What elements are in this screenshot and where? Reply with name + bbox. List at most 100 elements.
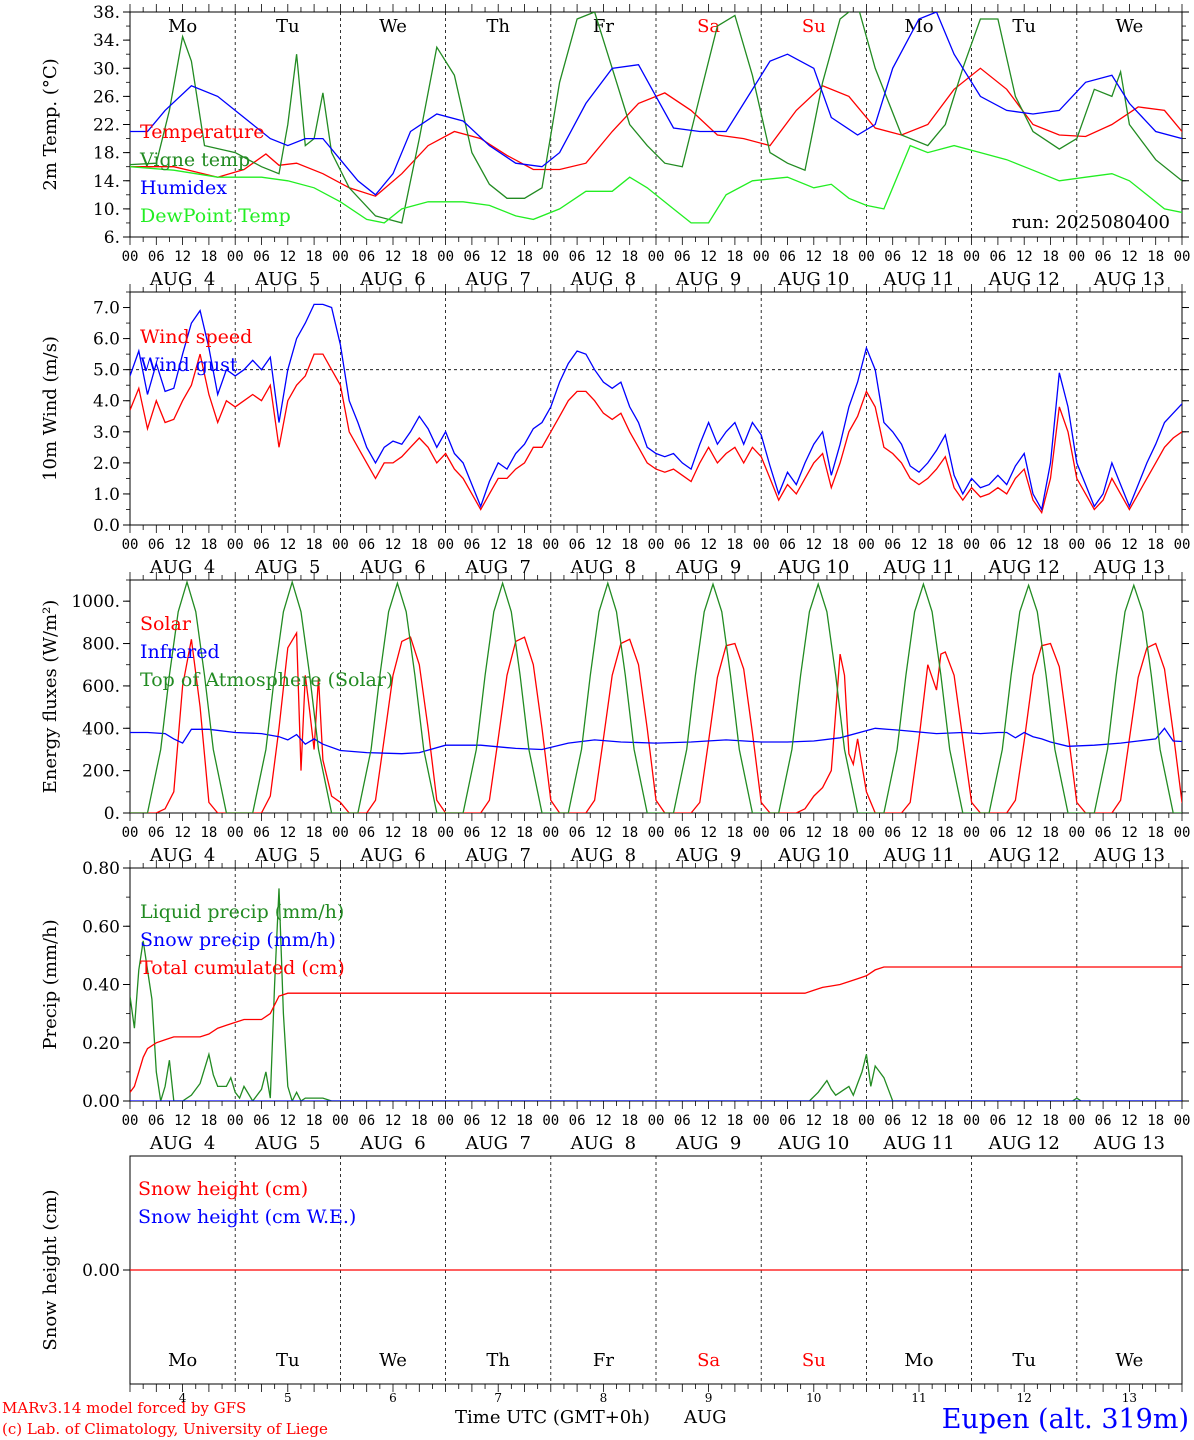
hour-label: 06 — [148, 1113, 165, 1129]
hour-label: 18 — [1042, 825, 1059, 841]
hour-label: 06 — [569, 1113, 586, 1129]
hour-label: 18 — [937, 537, 954, 553]
hour-label: 06 — [253, 537, 270, 553]
hour-label: 12 — [700, 249, 717, 265]
hour-label: 00 — [122, 537, 139, 553]
day-number: 8 — [600, 1391, 608, 1405]
hour-label: 06 — [779, 249, 796, 265]
date-label: AUG 4 — [149, 557, 215, 578]
hour-label: 12 — [700, 537, 717, 553]
date-label: AUG 7 — [464, 845, 530, 866]
time-axis-label: Time UTC (GMT+0h) — [455, 1407, 650, 1428]
hour-label: 06 — [674, 1113, 691, 1129]
hour-label: 06 — [358, 537, 375, 553]
day-number: 9 — [705, 1391, 713, 1405]
hour-label: 12 — [279, 825, 296, 841]
hour-label: 00 — [858, 537, 875, 553]
hour-label: 06 — [569, 537, 586, 553]
hour-label: 18 — [411, 537, 428, 553]
hour-label: 00 — [963, 537, 980, 553]
date-label: AUG 9 — [675, 269, 741, 290]
series-line — [130, 67, 1182, 197]
y-tick-label: 6. — [104, 228, 120, 248]
y-axis-title: Precip (mm/h) — [40, 919, 61, 1049]
y-tick-label: 14. — [93, 172, 120, 192]
date-label: AUG 5 — [254, 557, 320, 578]
date-label: AUG 13 — [1093, 557, 1165, 578]
hour-label: 12 — [1016, 249, 1033, 265]
day-name: Sa — [697, 1350, 720, 1371]
day-name: Mo — [168, 16, 197, 37]
legend-entry: Snow height (cm) — [138, 1178, 308, 1200]
hour-label: 06 — [463, 1113, 480, 1129]
hour-label: 06 — [1095, 1113, 1112, 1129]
hour-label: 18 — [411, 825, 428, 841]
hour-label: 12 — [279, 537, 296, 553]
hour-label: 12 — [595, 537, 612, 553]
date-label: AUG 12 — [988, 1133, 1060, 1154]
hour-label: 12 — [911, 537, 928, 553]
hour-label: 06 — [358, 825, 375, 841]
run-label: run: 2025080400 — [1012, 212, 1170, 233]
y-tick-label: 0.20 — [82, 1034, 120, 1054]
hour-label: 18 — [726, 1113, 743, 1129]
hour-label: 06 — [884, 1113, 901, 1129]
hour-label: 12 — [490, 825, 507, 841]
day-number: 7 — [494, 1391, 502, 1405]
day-name: Tu — [276, 16, 300, 37]
hour-label: 18 — [621, 1113, 638, 1129]
day-name: Sa — [697, 16, 720, 37]
hour-label: 18 — [306, 1113, 323, 1129]
hour-label: 18 — [1147, 249, 1164, 265]
date-label: AUG 7 — [464, 557, 530, 578]
date-label: AUG 11 — [882, 269, 954, 290]
day-number: 6 — [389, 1391, 397, 1405]
hour-label: 18 — [516, 249, 533, 265]
hour-label: 12 — [700, 1113, 717, 1129]
hour-label: 12 — [279, 1113, 296, 1129]
hour-label: 06 — [148, 825, 165, 841]
hour-label: 00 — [1174, 249, 1191, 265]
hour-label: 18 — [726, 537, 743, 553]
y-tick-label: 200. — [82, 762, 120, 782]
series-line — [130, 353, 1182, 515]
y-axis-title: Energy fluxes (W/m²) — [40, 600, 61, 794]
hour-label: 18 — [726, 825, 743, 841]
date-label: AUG 9 — [675, 1133, 741, 1154]
y-tick-label: 2.0 — [93, 454, 120, 474]
y-tick-label: 0.80 — [82, 859, 120, 879]
hour-label: 00 — [542, 249, 559, 265]
hour-label: 12 — [1121, 825, 1138, 841]
panel-2: 7.0 6.0 5.0 4.0 3.0 2.0 1.0 0.0 10m Wind (m/s) 00… — [40, 284, 1190, 578]
y-tick-label: 1000. — [71, 592, 120, 612]
hour-label: 12 — [805, 825, 822, 841]
y-tick-label: 400. — [82, 719, 120, 739]
hour-label: 06 — [1095, 825, 1112, 841]
y-tick-label: 0. — [104, 804, 120, 824]
credit-line-2: (c) Lab. of Climatology, University of L… — [2, 1420, 328, 1438]
y-tick-label: 800. — [82, 635, 120, 655]
y-tick-label: 0.00 — [82, 1261, 120, 1281]
date-label: AUG 11 — [882, 1133, 954, 1154]
hour-label: 18 — [1042, 537, 1059, 553]
series-line — [130, 580, 1182, 813]
hour-label: 18 — [621, 249, 638, 265]
hour-label: 00 — [648, 1113, 665, 1129]
hour-label: 06 — [779, 537, 796, 553]
hour-label: 18 — [516, 537, 533, 553]
hour-label: 06 — [253, 249, 270, 265]
hour-label: 18 — [1042, 1113, 1059, 1129]
hour-label: 00 — [332, 249, 349, 265]
credit-line-1: MARv3.14 model forced by GFS — [2, 1399, 246, 1417]
hour-label: 18 — [200, 825, 217, 841]
hour-label: 00 — [1068, 537, 1085, 553]
hour-label: 06 — [1095, 249, 1112, 265]
series-line — [130, 144, 1182, 224]
station-label: Eupen (alt. 319m) — [942, 1404, 1189, 1435]
date-label: AUG 9 — [675, 557, 741, 578]
day-number: 12 — [1017, 1391, 1032, 1405]
y-tick-label: 0.40 — [82, 976, 120, 996]
hour-label: 18 — [621, 825, 638, 841]
hour-label: 06 — [989, 537, 1006, 553]
hour-label: 18 — [200, 249, 217, 265]
